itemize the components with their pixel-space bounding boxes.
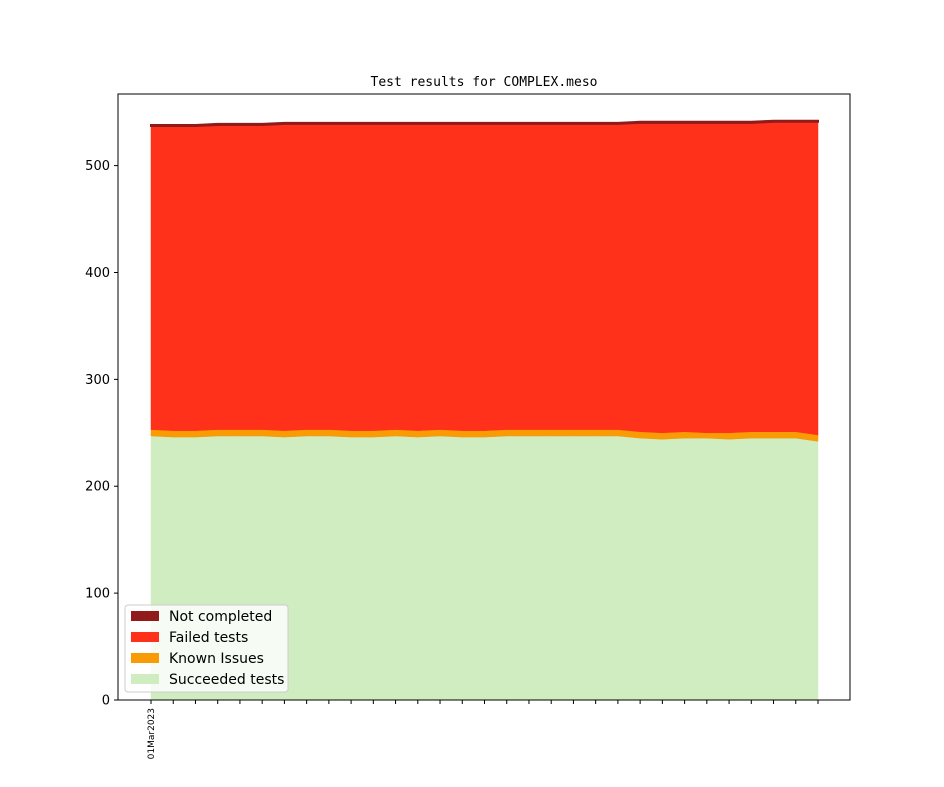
x-axis: 01Mar2023	[147, 700, 819, 759]
legend-label: Succeeded tests	[169, 672, 284, 688]
legend-swatch	[131, 653, 159, 663]
y-tick-label: 200	[85, 480, 110, 495]
legend-label: Known Issues	[169, 651, 264, 667]
y-tick-label: 0	[102, 694, 110, 709]
area-failed-tests	[150, 121, 819, 436]
y-tick-label: 100	[85, 587, 110, 602]
legend-label: Not completed	[169, 609, 272, 625]
legend: Not completed Failed tests Known Issues Suc…	[124, 604, 289, 693]
y-tick-label: 400	[85, 266, 110, 281]
y-tick-label: 500	[85, 159, 110, 174]
y-tick-label: 300	[85, 373, 110, 388]
legend-swatch	[131, 611, 159, 621]
stacked-areas	[150, 119, 819, 701]
legend-swatch	[131, 674, 159, 684]
chart-title: Test results for COMPLEX.meso	[371, 75, 598, 90]
legend-box	[124, 604, 289, 693]
legend-label: Failed tests	[169, 630, 248, 646]
legend-swatch	[131, 632, 159, 642]
area-not-completed	[150, 119, 819, 128]
y-axis: 0 100 200 300 400 500	[85, 159, 118, 709]
x-tick-label: 01Mar2023	[147, 708, 157, 759]
